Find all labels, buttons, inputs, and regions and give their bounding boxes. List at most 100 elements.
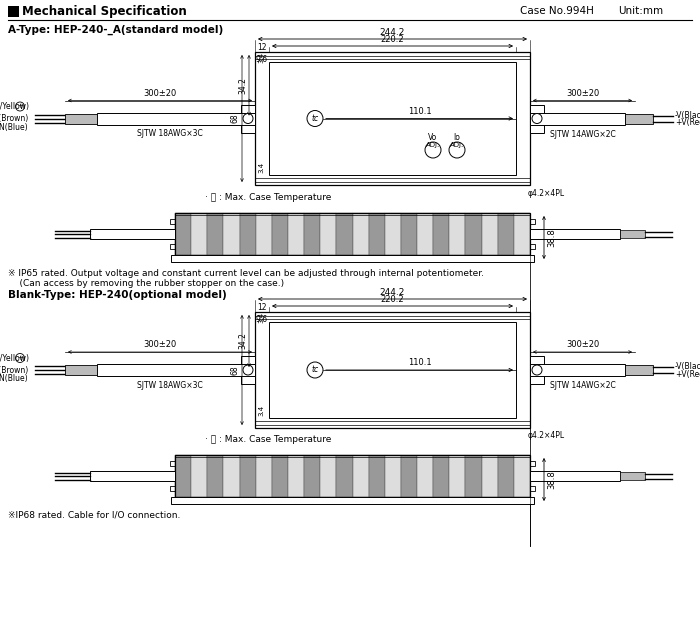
Bar [530,356,544,384]
Text: tc: tc [312,365,318,374]
Bar [170,244,175,249]
Bar [304,213,320,255]
Text: SJTW 14AWG×2C: SJTW 14AWG×2C [550,130,615,139]
Bar [401,213,417,255]
Text: Mechanical Specification: Mechanical Specification [22,5,187,17]
Bar [175,455,191,497]
Text: 3.4: 3.4 [258,311,264,323]
Bar [530,461,535,466]
Circle shape [307,362,323,378]
Bar [8,6,19,17]
Bar [482,455,498,497]
Bar [239,455,255,497]
Text: +: + [17,355,23,361]
Bar [288,213,304,255]
Bar [288,455,304,497]
Text: ※IP68 rated. Cable for I/O connection.: ※IP68 rated. Cable for I/O connection. [8,511,181,520]
Text: +: + [17,104,23,109]
Bar [320,213,337,255]
Text: ADJ.: ADJ. [450,142,464,148]
Text: SJTW 18AWG×3C: SJTW 18AWG×3C [137,129,203,138]
Bar [498,213,514,255]
Text: 9.6: 9.6 [256,314,268,323]
Text: A-Type: HEP-240-_A(standard model): A-Type: HEP-240-_A(standard model) [8,25,223,35]
Text: SJTW 14AWG×2C: SJTW 14AWG×2C [550,381,615,390]
Bar [530,244,535,249]
Bar [171,497,534,504]
Bar [625,365,653,375]
Text: 110.1: 110.1 [407,358,431,367]
Text: 300±20: 300±20 [144,89,176,98]
Bar [530,219,535,224]
Text: AC/L(Brown): AC/L(Brown) [0,114,29,123]
Bar [65,365,97,375]
Bar [269,62,516,175]
Bar [466,455,482,497]
Bar [433,455,449,497]
Text: FG⊕(Green/Yellow): FG⊕(Green/Yellow) [0,102,29,111]
Text: tc: tc [312,114,318,123]
Text: φ4.2×4PL: φ4.2×4PL [528,431,565,440]
Text: +V(Red): +V(Red) [675,118,700,127]
Bar [620,472,645,480]
Text: -V(Black): -V(Black) [675,111,700,120]
Bar [514,213,530,255]
Text: · Ⓟ : Max. Case Temperature: · Ⓟ : Max. Case Temperature [205,194,331,203]
Text: 9.6: 9.6 [256,55,268,64]
Text: 68: 68 [231,365,240,375]
Bar [175,455,530,497]
Text: 68: 68 [231,114,240,123]
Text: 34.2: 34.2 [238,332,247,349]
Circle shape [449,142,465,158]
Text: 3.4: 3.4 [258,51,264,62]
Bar [256,213,272,255]
Bar [514,455,530,497]
Bar [530,105,544,132]
Bar [369,455,385,497]
Bar [530,113,625,125]
Bar [256,455,272,497]
Bar [241,356,255,384]
Bar [337,213,353,255]
Circle shape [15,102,24,111]
Bar [625,114,653,123]
Bar [417,455,433,497]
Text: AC/N(Blue): AC/N(Blue) [0,374,29,383]
Text: 220.2: 220.2 [381,295,405,304]
Text: Case No.994H: Case No.994H [520,6,594,16]
Bar [207,455,223,497]
Text: Vo: Vo [428,134,438,143]
Bar [170,461,175,466]
Bar [170,486,175,491]
Text: (Can access by removing the rubber stopper on the case.): (Can access by removing the rubber stopp… [8,278,284,287]
Bar [449,455,466,497]
Bar [241,105,255,132]
Text: 244.2: 244.2 [380,28,405,37]
Bar [90,229,175,239]
Bar [255,312,530,428]
Bar [171,255,534,262]
Bar [466,213,482,255]
Text: -V(Black): -V(Black) [675,363,700,372]
Bar [272,213,288,255]
Bar [401,455,417,497]
Bar [223,213,239,255]
Bar [269,322,516,418]
Bar [482,213,498,255]
Bar [498,455,514,497]
Text: ※ IP65 rated. Output voltage and constant current level can be adjusted through : ※ IP65 rated. Output voltage and constan… [8,269,484,278]
Bar [175,213,191,255]
Bar [97,364,255,376]
Bar [223,455,239,497]
Text: 244.2: 244.2 [380,288,405,297]
Bar [353,455,369,497]
Circle shape [243,114,253,123]
Text: φ4.2×4PL: φ4.2×4PL [528,188,565,197]
Bar [65,114,97,123]
Bar [175,213,530,255]
Bar [530,471,620,481]
Text: 38.8: 38.8 [547,470,556,489]
Text: 110.1: 110.1 [407,107,431,116]
Bar [620,230,645,238]
Text: Io: Io [454,134,461,143]
